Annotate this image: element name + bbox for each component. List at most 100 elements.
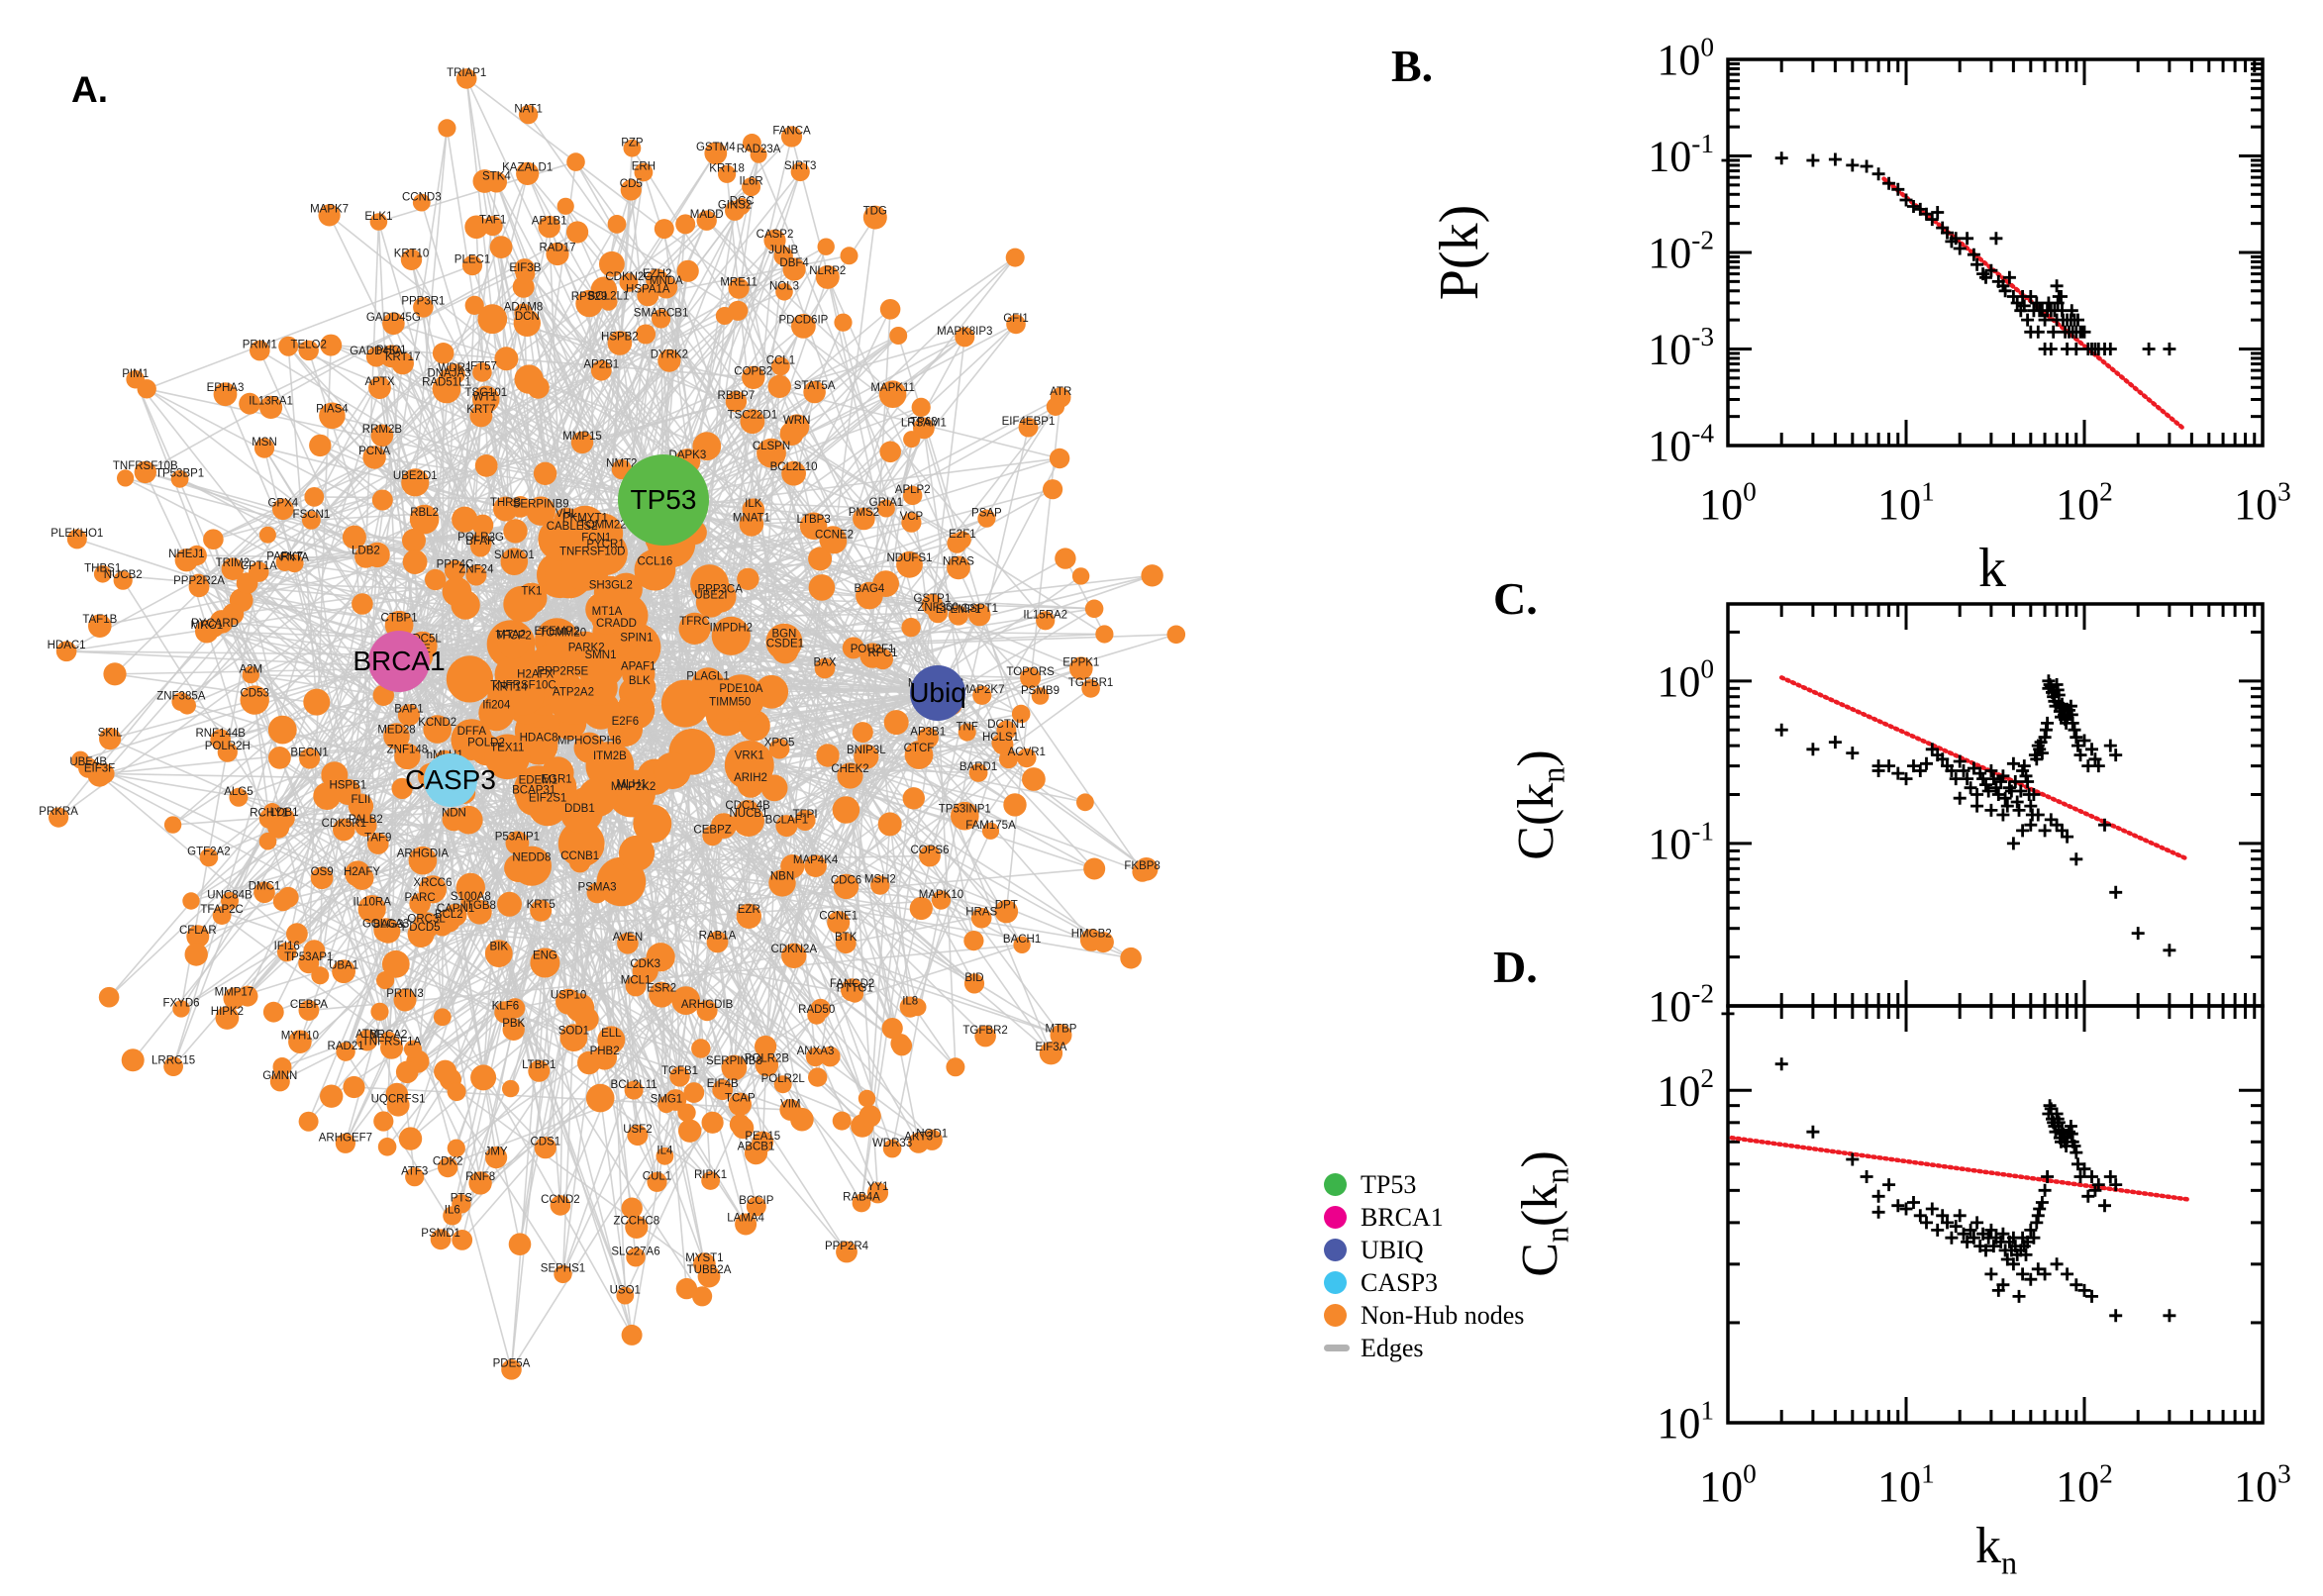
gene-label: TOPORS <box>1006 666 1055 678</box>
gene-label: CCNE1 <box>819 911 858 923</box>
hub-nodes: TP53 BRCA1 Ubiq CASP3 <box>353 454 966 807</box>
network-node <box>947 555 970 580</box>
network-node <box>955 327 975 348</box>
network-node <box>311 966 330 985</box>
network-node <box>438 119 456 138</box>
y-tick-label: 10-3 <box>1648 322 1714 374</box>
gene-label: STK4 <box>482 170 511 182</box>
network-node <box>93 565 112 583</box>
gene-label: CUL1 <box>643 1170 671 1182</box>
gene-label: DMC1 <box>249 881 281 893</box>
network-node <box>377 1138 397 1156</box>
gene-label: UNC84B <box>207 890 252 902</box>
network-node <box>1092 932 1114 953</box>
network-node <box>259 395 283 419</box>
network-node <box>794 810 816 831</box>
network-node <box>397 704 420 727</box>
panel-d-label: D. <box>1493 942 1538 992</box>
gene-label: CD53 <box>240 688 268 700</box>
gene-label: CDC6 <box>831 874 861 886</box>
network-node <box>919 845 941 867</box>
plot-d: 100 101 102 103 102 101 kn Cn(kn) <box>1512 1004 2291 1580</box>
gene-label: NMT2 <box>606 457 637 469</box>
gene-label: JUNB <box>768 245 798 256</box>
network-node <box>253 881 275 904</box>
gene-label: BAX <box>813 656 836 668</box>
gene-label: TCAP <box>725 1092 756 1104</box>
gene-label: RCHY1 <box>250 807 288 819</box>
network-node <box>607 331 633 355</box>
gene-label: BCL2L11 <box>611 1079 657 1091</box>
network-node <box>903 485 923 506</box>
gene-label: MED28 <box>377 724 415 736</box>
gene-label: HDAC1 <box>48 640 86 651</box>
gene-label: SMG1 <box>651 1093 683 1105</box>
network-node <box>221 891 239 910</box>
gene-label: SIRT3 <box>784 160 816 172</box>
network-node <box>820 1046 841 1067</box>
network-node <box>835 933 857 954</box>
fit-line <box>1778 675 2190 862</box>
network-node <box>221 557 245 580</box>
network-node <box>215 1006 240 1030</box>
network-node <box>455 872 485 903</box>
legend-item-casp3: CASP3 <box>1324 1266 1524 1299</box>
network-node <box>625 1215 649 1239</box>
gene-label: PPP2R2A <box>173 575 225 587</box>
network-node <box>121 1048 145 1072</box>
gene-label: ITM2B <box>593 750 627 762</box>
network-node <box>262 1001 284 1023</box>
gene-label: CSDE1 <box>766 639 804 650</box>
gene-label: ADAM8 <box>504 302 544 314</box>
gene-label: BAG3 <box>373 919 404 931</box>
gene-label: HIPK2 <box>211 1006 244 1018</box>
plot-b: 100 101 102 103 100 10-1 10-2 10-3 10-4 k P(k) <box>1429 33 2291 600</box>
network-node <box>528 786 567 827</box>
gene-label: ZNF24 <box>458 563 494 575</box>
network-node <box>866 1182 889 1204</box>
network-node <box>285 553 304 573</box>
network-node <box>229 787 249 807</box>
network-node <box>472 169 497 193</box>
network-node <box>618 835 656 871</box>
network-node <box>172 1000 190 1018</box>
network-node <box>883 710 909 736</box>
network-node <box>566 221 589 244</box>
network-node <box>1132 861 1153 882</box>
network-node <box>742 177 761 197</box>
network-node <box>504 853 533 882</box>
network-node <box>1166 625 1186 645</box>
gene-label: IL4 <box>656 1146 673 1157</box>
network-node <box>819 526 847 553</box>
y-tick-label: 100 <box>1657 653 1714 706</box>
network-node <box>586 882 608 904</box>
gene-label: LTBP3 <box>796 514 830 526</box>
gene-label: PDCD6IP <box>778 314 828 326</box>
gene-label: NBN <box>770 871 794 883</box>
legend-item-label: UBIQ <box>1361 1235 1424 1264</box>
network-node <box>393 988 417 1012</box>
network-node <box>1017 748 1037 768</box>
gene-label: MAPK8IP3 <box>937 326 992 338</box>
network-node <box>304 487 325 507</box>
network-node <box>842 637 864 659</box>
gene-label: CCND2 <box>541 1194 580 1206</box>
gene-label: ELK1 <box>364 211 392 223</box>
network-node <box>1039 1042 1063 1065</box>
network-node <box>854 744 879 769</box>
legend-item-edges: Edges <box>1324 1332 1524 1364</box>
legend-item-label: BRCA1 <box>1361 1202 1444 1232</box>
network-node <box>470 1064 497 1091</box>
gene-label: FXYD6 <box>162 998 199 1010</box>
gene-label: LTBP1 <box>522 1059 556 1071</box>
network-node <box>773 246 793 266</box>
gene-label: FAM175A <box>965 820 1016 832</box>
network-node <box>696 1000 718 1022</box>
gene-label: PKMYT1 <box>562 513 608 525</box>
network-node <box>621 1197 643 1219</box>
gene-label: DPT <box>995 900 1018 912</box>
hub-label-tp53: TP53 <box>631 484 697 515</box>
network-node <box>469 532 492 554</box>
gene-label: PCNA <box>358 446 390 457</box>
gene-label: STAT5A <box>794 380 836 392</box>
